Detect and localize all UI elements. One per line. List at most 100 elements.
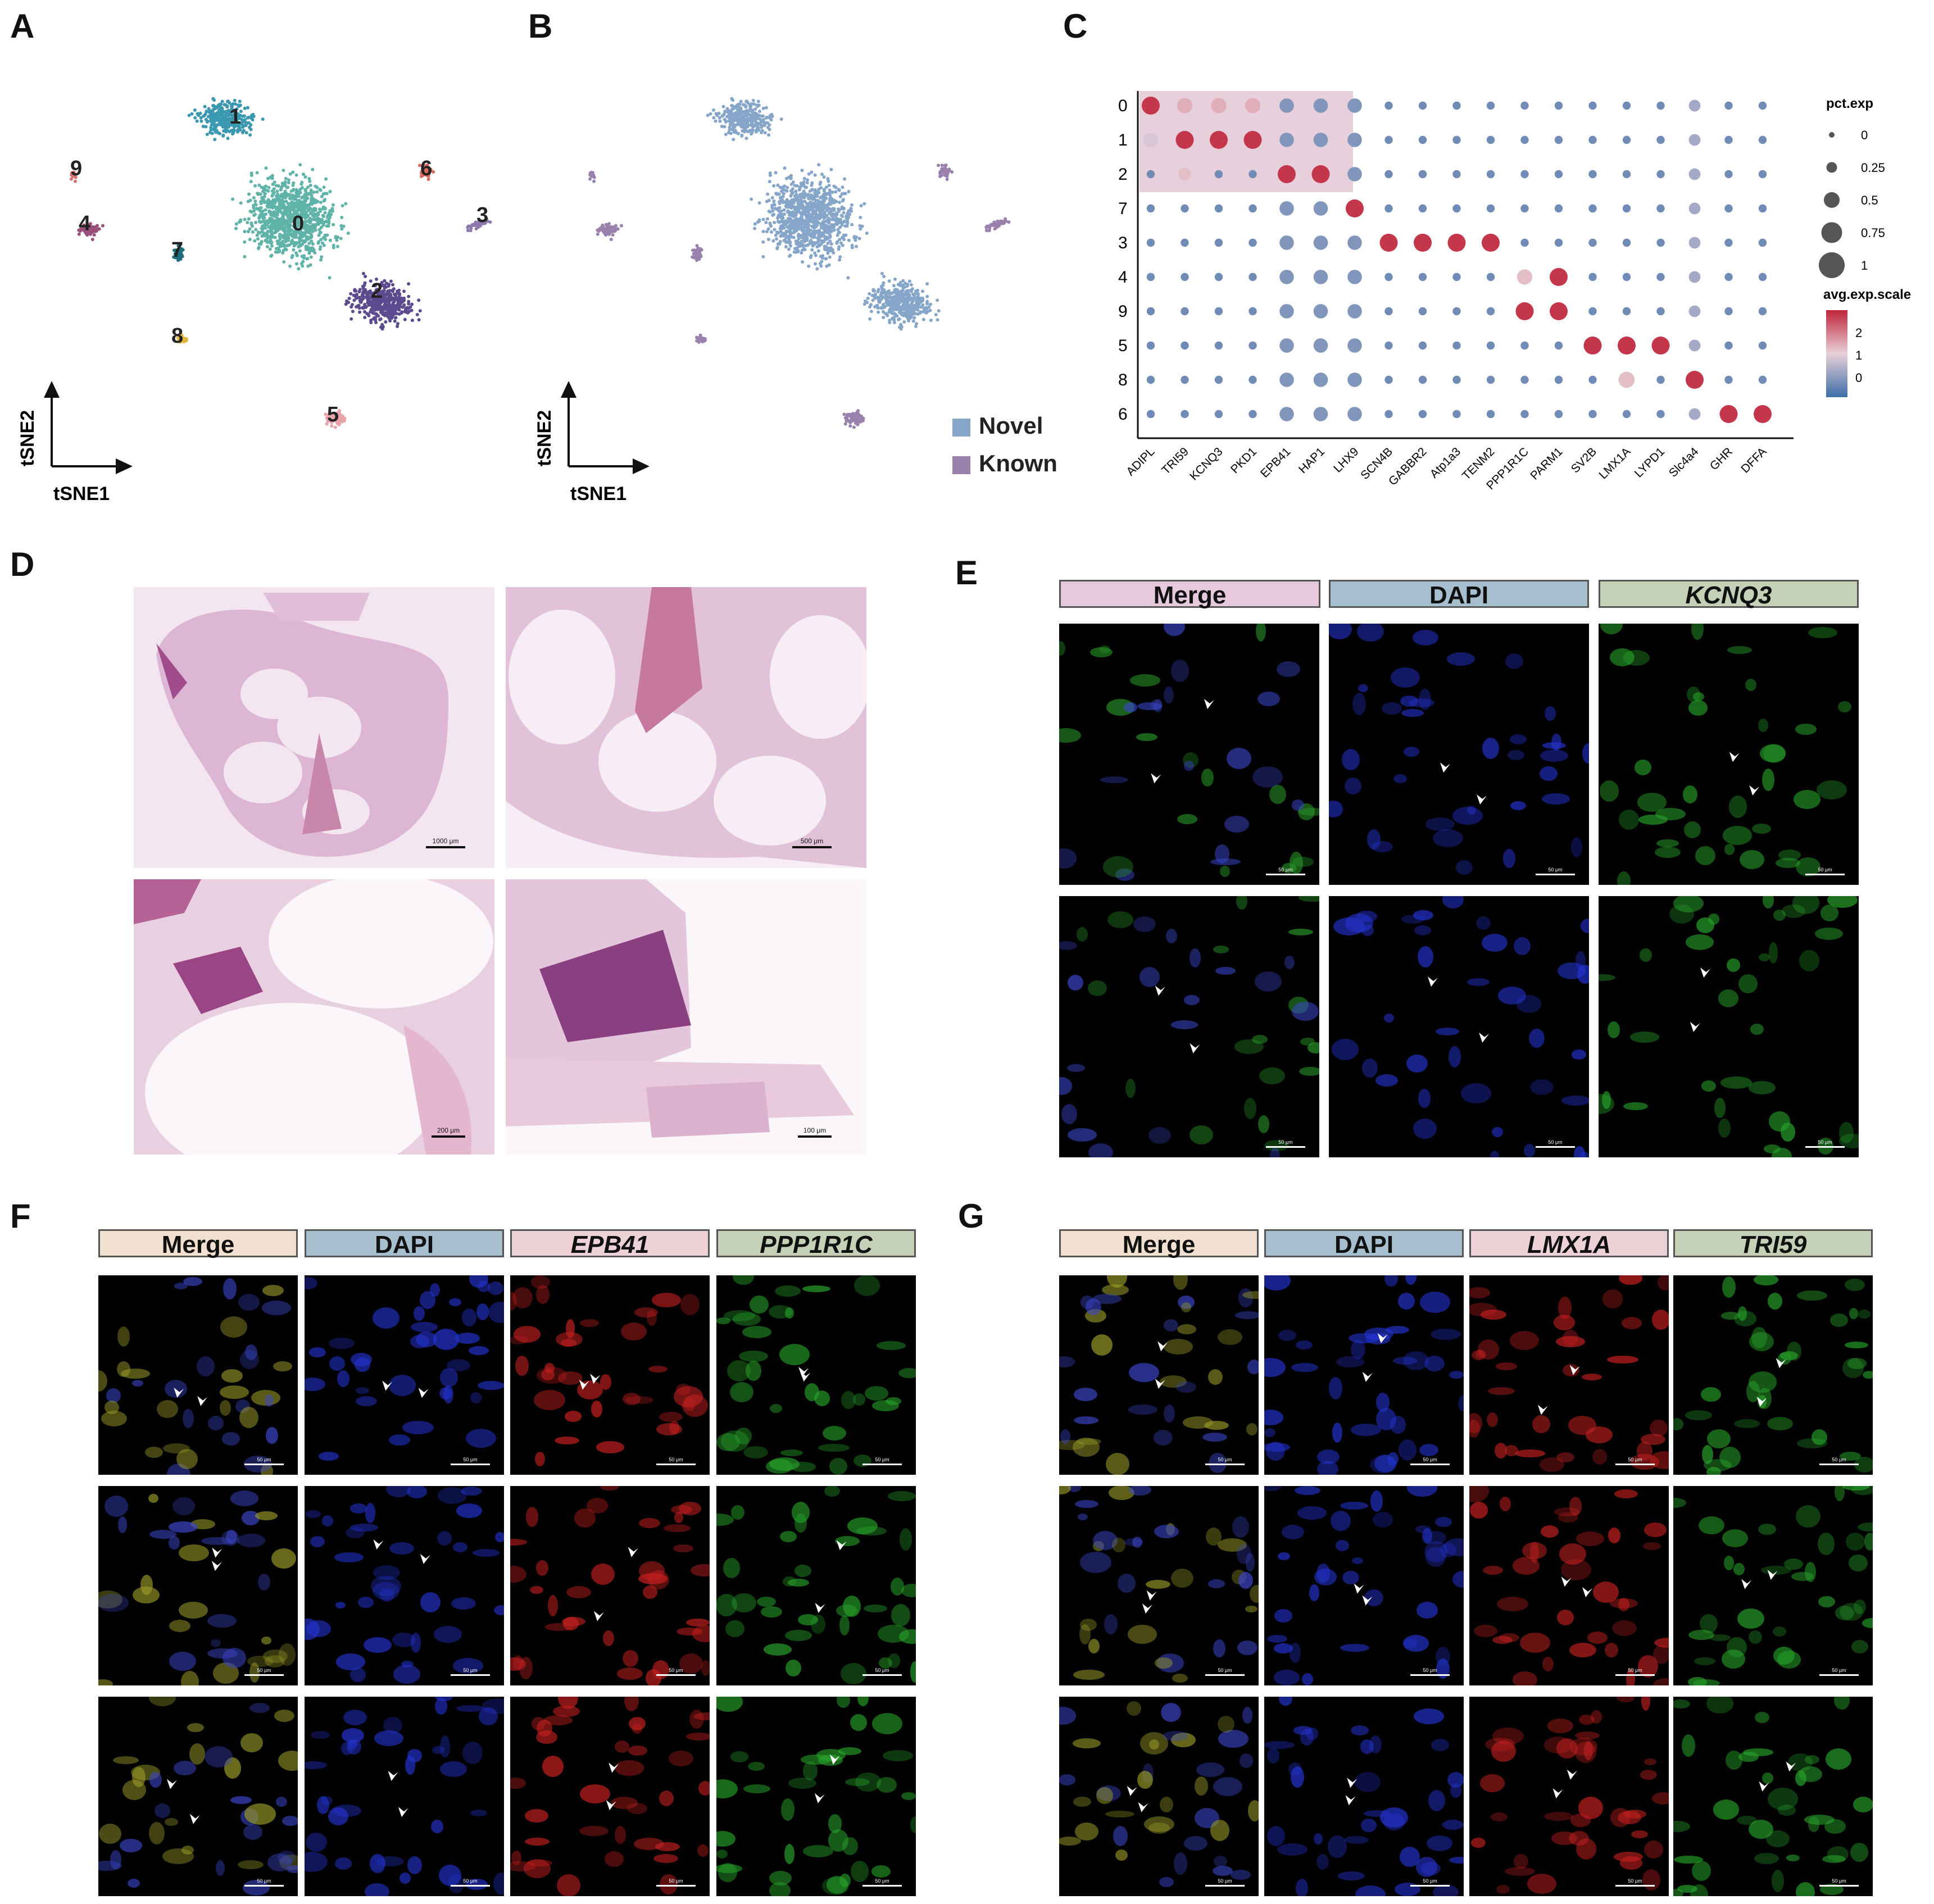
tsne-point bbox=[916, 312, 920, 316]
arrowhead-icon bbox=[1362, 1595, 1373, 1606]
tsne-point bbox=[806, 233, 810, 237]
tsne-point bbox=[732, 130, 736, 134]
tsne-point bbox=[77, 228, 81, 232]
tsne-point bbox=[179, 249, 183, 253]
dot-mark bbox=[1482, 234, 1500, 252]
tsne-point bbox=[402, 289, 406, 293]
tsne-point bbox=[789, 217, 793, 221]
arrowhead-icon bbox=[590, 1374, 601, 1384]
dot-mark bbox=[1279, 133, 1294, 147]
tsne-point bbox=[381, 325, 385, 329]
dot-mark bbox=[1418, 204, 1427, 213]
tsne-point bbox=[779, 117, 783, 121]
tsne-point bbox=[938, 171, 942, 175]
g-image-r3-c1: 50 μm bbox=[1059, 1697, 1259, 1896]
tsne-point bbox=[737, 122, 741, 126]
tsne-point bbox=[282, 199, 285, 203]
arrowhead-icon bbox=[1347, 1778, 1358, 1788]
tsne-point bbox=[787, 247, 791, 251]
tsne-point bbox=[761, 255, 765, 258]
tsne-point bbox=[934, 313, 938, 316]
tsne-point bbox=[843, 177, 847, 181]
tsne-point bbox=[204, 117, 208, 121]
tsne-point bbox=[363, 310, 367, 313]
tsne-point bbox=[777, 206, 780, 210]
tsne-point bbox=[911, 319, 915, 323]
size-legend-dot bbox=[1824, 192, 1840, 208]
tsne-point bbox=[795, 246, 798, 250]
tsne-point bbox=[937, 309, 941, 313]
dot-row-label: 8 bbox=[1118, 371, 1128, 389]
tsne-point bbox=[828, 234, 832, 238]
tsne-point bbox=[330, 209, 334, 213]
tsne-point bbox=[383, 285, 387, 289]
color-legend-tick-2: 2 bbox=[1855, 326, 1862, 340]
tsne-cluster-points bbox=[70, 97, 492, 429]
tsne-point bbox=[298, 240, 301, 244]
tsne-point bbox=[692, 252, 696, 256]
dot-mark bbox=[1651, 337, 1670, 355]
tsne-point bbox=[817, 243, 820, 247]
tsne-point bbox=[767, 198, 771, 202]
f-header-dapi: DAPI bbox=[305, 1229, 504, 1258]
tsne-point bbox=[380, 280, 384, 284]
tsne-point bbox=[812, 194, 816, 198]
tsne-point bbox=[298, 205, 302, 208]
he-image-1: 1000 μm bbox=[134, 587, 494, 868]
tsne-point bbox=[322, 185, 326, 189]
tsne-point bbox=[897, 307, 901, 311]
tsne-point bbox=[784, 204, 788, 208]
tsne-point bbox=[835, 222, 839, 226]
tsne-point bbox=[761, 118, 765, 122]
tsne-point bbox=[811, 216, 815, 220]
tsne-point bbox=[596, 228, 600, 232]
tsne-point bbox=[768, 174, 772, 177]
tsne-point bbox=[207, 107, 211, 111]
tsne-point bbox=[817, 188, 821, 191]
tsne-point bbox=[275, 219, 278, 222]
tsne-point bbox=[352, 298, 356, 302]
tsne-point bbox=[803, 235, 807, 239]
tsne-point bbox=[214, 130, 217, 134]
tsne-point bbox=[789, 244, 793, 248]
tsne-point bbox=[778, 185, 782, 189]
tsne-point bbox=[842, 412, 846, 416]
tsne-point bbox=[202, 113, 206, 117]
tsne-point bbox=[898, 280, 902, 284]
tsne-point bbox=[823, 206, 827, 210]
tsne-point bbox=[785, 176, 788, 180]
size-legend-title: pct.exp bbox=[1826, 96, 1873, 111]
f-image-r2-c1: 50 μm bbox=[98, 1486, 298, 1685]
tsne-point bbox=[865, 301, 869, 305]
dot-gene-label: GABBR2 bbox=[1386, 445, 1429, 488]
tsne-point bbox=[767, 210, 771, 213]
tsne-point bbox=[915, 322, 918, 326]
tsne-point bbox=[182, 336, 186, 340]
dot-gene-label: GHR bbox=[1708, 445, 1735, 472]
dot-mark bbox=[1384, 375, 1393, 384]
tsne-point bbox=[304, 206, 308, 210]
tsne-point bbox=[740, 134, 744, 138]
tsne-point bbox=[712, 116, 716, 120]
tsne-point bbox=[877, 288, 880, 292]
e-header-dapi: DAPI bbox=[1329, 580, 1589, 609]
tsne-point bbox=[906, 283, 910, 287]
tsne-point bbox=[246, 121, 249, 125]
arrowhead-icon bbox=[1767, 1569, 1778, 1580]
dot-gene-label: SV2B bbox=[1569, 445, 1599, 475]
dot-mark bbox=[1384, 170, 1393, 179]
tsne-point bbox=[249, 123, 253, 127]
tsne-point bbox=[420, 175, 423, 178]
tsne-point bbox=[727, 112, 731, 116]
dot-mark bbox=[1313, 407, 1328, 421]
tsne-point bbox=[859, 216, 862, 219]
tsne-point bbox=[797, 233, 801, 237]
tsne-cluster-plot: 0 1 2 3 4 5 6 7 8 9 tSNE1 tSNE2 bbox=[17, 97, 492, 505]
arrowhead-icon bbox=[211, 1561, 222, 1571]
dot-mark bbox=[1279, 407, 1294, 421]
tsne-point bbox=[774, 192, 778, 196]
tsne-point bbox=[787, 234, 791, 238]
tsne-point bbox=[302, 172, 305, 176]
dot-mark bbox=[1688, 99, 1701, 112]
arrowhead-icon bbox=[836, 1540, 847, 1551]
